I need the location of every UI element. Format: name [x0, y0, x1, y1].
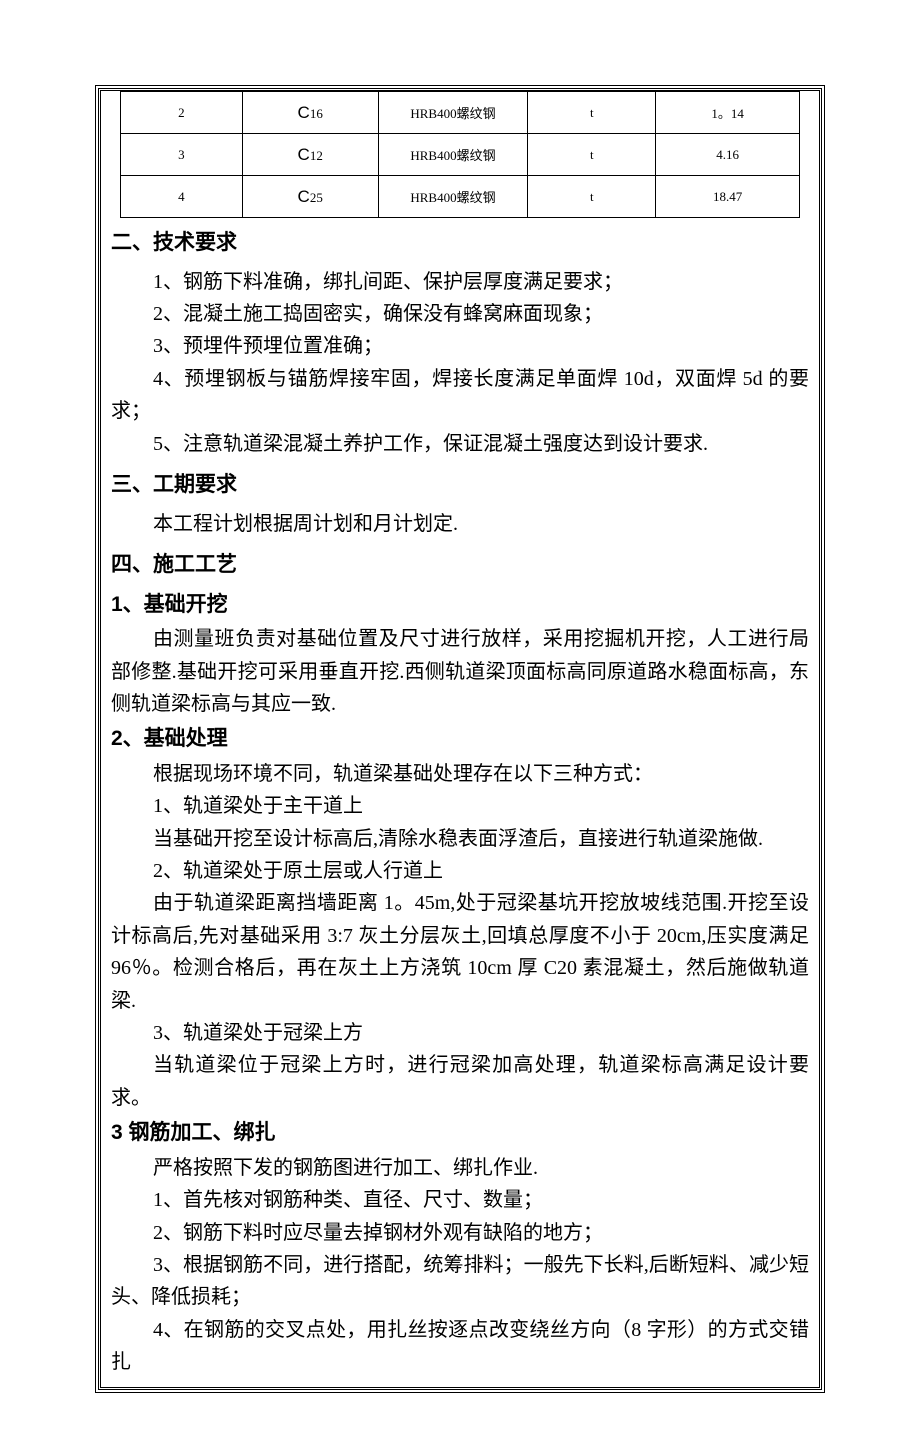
- section-2-title: 二、技术要求: [111, 226, 809, 260]
- section-3-body: 本工程计划根据周计划和月计划定.: [111, 508, 809, 540]
- cell-spec-num: 12: [310, 148, 323, 163]
- section-4-2-title: 2、基础处理: [111, 722, 809, 756]
- section-2-list: 1、钢筋下料准确，绑扎间距、保护层厚度满足要求；2、混凝土施工捣固密实，确保没有…: [111, 266, 809, 460]
- list-item: 5、注意轨道梁混凝土养护工作，保证混凝土强度达到设计要求.: [111, 428, 809, 460]
- table-row: 4C25HRB400螺纹钢t18.47: [121, 176, 800, 218]
- materials-table: 2C16HRB400螺纹钢t1。143C12HRB400螺纹钢t4.164C25…: [120, 91, 800, 218]
- cell-index: 4: [121, 176, 243, 218]
- section-4-2-item2-title: 2、轨道梁处于原土层或人行道上: [111, 855, 809, 887]
- table-row: 2C16HRB400螺纹钢t1。14: [121, 92, 800, 134]
- section-4-1-body: 由测量班负责对基础位置及尺寸进行放样，采用挖掘机开挖，人工进行局部修整.基础开挖…: [111, 623, 809, 720]
- section-4-1-title: 1、基础开挖: [111, 588, 809, 622]
- section-4-2-item3-body: 当轨道梁位于冠梁上方时，进行冠梁加高处理，轨道梁标高满足设计要求。: [111, 1049, 809, 1114]
- section-4-3-title: 3 钢筋加工、绑扎: [111, 1116, 809, 1150]
- section-4-2-item3-title: 3、轨道梁处于冠梁上方: [111, 1017, 809, 1049]
- cell-spec-prefix: C: [298, 103, 310, 122]
- cell-spec-num: 25: [310, 190, 323, 205]
- cell-spec: C16: [242, 92, 378, 134]
- table-row: 3C12HRB400螺纹钢t4.16: [121, 134, 800, 176]
- cell-qty: 1。14: [656, 92, 800, 134]
- cell-spec-prefix: C: [298, 187, 310, 206]
- cell-type: HRB400螺纹钢: [378, 134, 528, 176]
- cell-unit: t: [528, 134, 656, 176]
- section-4-title: 四、施工工艺: [111, 548, 809, 582]
- section-3-title: 三、工期要求: [111, 468, 809, 502]
- section-4-2-item1-title: 1、轨道梁处于主干道上: [111, 790, 809, 822]
- list-item: 1、钢筋下料准确，绑扎间距、保护层厚度满足要求；: [111, 266, 809, 298]
- cell-type: HRB400螺纹钢: [378, 92, 528, 134]
- cell-spec: C12: [242, 134, 378, 176]
- list-item: 1、首先核对钢筋种类、直径、尺寸、数量；: [111, 1184, 809, 1216]
- list-item: 2、钢筋下料时应尽量去掉钢材外观有缺陷的地方；: [111, 1217, 809, 1249]
- cell-qty: 18.47: [656, 176, 800, 218]
- cell-spec-num: 16: [310, 106, 323, 121]
- list-item: 4、在钢筋的交叉点处，用扎丝按逐点改变绕丝方向（8 字形）的方式交错扎: [111, 1314, 809, 1379]
- cell-qty: 4.16: [656, 134, 800, 176]
- list-item: 3、根据钢筋不同，进行搭配，统筹排料；一般先下长料,后断短料、减少短头、降低损耗…: [111, 1249, 809, 1314]
- cell-unit: t: [528, 176, 656, 218]
- cell-spec-prefix: C: [298, 145, 310, 164]
- list-item: 3、预埋件预埋位置准确；: [111, 330, 809, 362]
- page-inner-frame: 2C16HRB400螺纹钢t1。143C12HRB400螺纹钢t4.164C25…: [100, 90, 820, 1388]
- page-outer-frame: 2C16HRB400螺纹钢t1。143C12HRB400螺纹钢t4.164C25…: [95, 85, 825, 1393]
- section-4-3-list: 1、首先核对钢筋种类、直径、尺寸、数量；2、钢筋下料时应尽量去掉钢材外观有缺陷的…: [111, 1184, 809, 1378]
- cell-spec: C25: [242, 176, 378, 218]
- section-4-3-intro: 严格按照下发的钢筋图进行加工、绑扎作业.: [111, 1152, 809, 1184]
- section-4-2-intro: 根据现场环境不同，轨道梁基础处理存在以下三种方式：: [111, 758, 809, 790]
- cell-index: 3: [121, 134, 243, 176]
- cell-index: 2: [121, 92, 243, 134]
- cell-unit: t: [528, 92, 656, 134]
- page-content: 2C16HRB400螺纹钢t1。143C12HRB400螺纹钢t4.164C25…: [101, 91, 819, 1387]
- list-item: 2、混凝土施工捣固密实，确保没有蜂窝麻面现象；: [111, 298, 809, 330]
- cell-type: HRB400螺纹钢: [378, 176, 528, 218]
- section-4-2-item2-body: 由于轨道梁距离挡墙距离 1。45m,处于冠梁基坑开挖放坡线范围.开挖至设计标高后…: [111, 887, 809, 1017]
- section-4-2-item1-body: 当基础开挖至设计标高后,清除水稳表面浮渣后，直接进行轨道梁施做.: [111, 823, 809, 855]
- list-item: 4、预埋钢板与锚筋焊接牢固，焊接长度满足单面焊 10d，双面焊 5d 的要求；: [111, 363, 809, 428]
